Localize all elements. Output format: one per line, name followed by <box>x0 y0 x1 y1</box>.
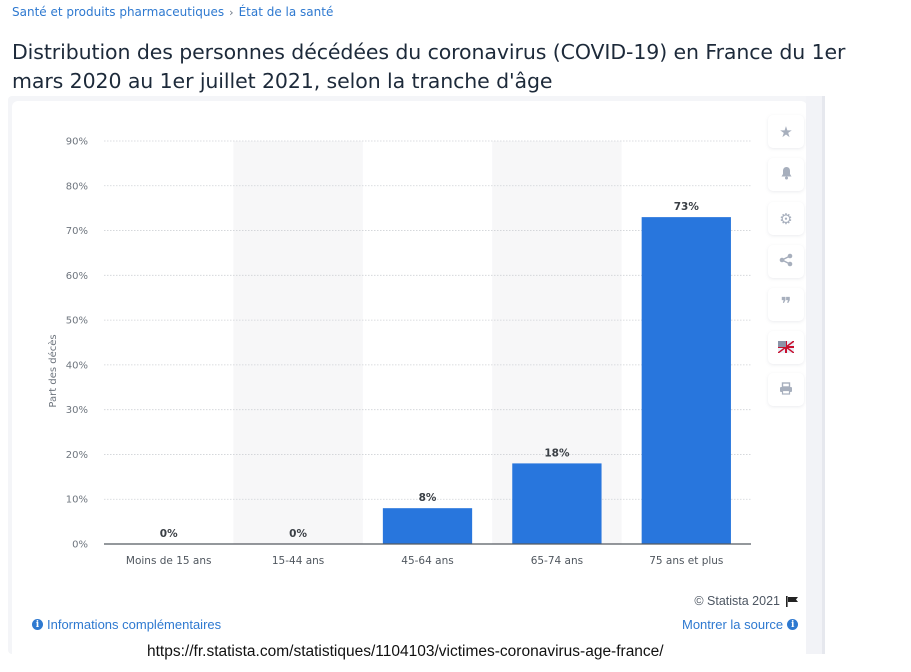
panel-edge <box>806 96 825 654</box>
share-button[interactable] <box>768 245 804 278</box>
copyright: © Statista 2021 <box>694 594 799 608</box>
breadcrumb-item-health-pharma[interactable]: Santé et produits pharmaceutiques <box>12 5 225 19</box>
show-source-link[interactable]: Montrer la source i <box>682 617 799 632</box>
data-label: 8% <box>419 492 437 504</box>
star-icon: ★ <box>779 122 793 141</box>
y-tick-label: 80% <box>66 181 88 192</box>
flag-icon[interactable] <box>786 595 799 607</box>
uk-flag-icon <box>777 339 795 357</box>
notification-button[interactable] <box>768 158 804 191</box>
bar-chart: 0% 10% 20% 30% 40% 50% 60% 70% 80% 90% Part des d… <box>47 137 751 567</box>
x-tick-label: 15-44 ans <box>272 555 324 567</box>
x-tick-label: 75 ans et plus <box>649 555 723 567</box>
language-button[interactable] <box>768 331 804 364</box>
quote-icon: ❞ <box>780 294 792 315</box>
more-info-label: Informations complémentaires <box>47 617 222 632</box>
copyright-text: © Statista 2021 <box>694 594 780 608</box>
breadcrumb-separator: › <box>229 5 234 19</box>
y-tick-label: 70% <box>66 226 88 237</box>
y-tick-label: 30% <box>66 405 88 416</box>
printer-icon <box>779 381 793 399</box>
cite-button[interactable]: ❞ <box>768 288 804 321</box>
data-label: 18% <box>544 447 570 459</box>
bar[interactable] <box>641 217 731 544</box>
breadcrumb-item-health-status[interactable]: État de la santé <box>238 5 334 19</box>
y-tick-label: 50% <box>66 316 88 327</box>
y-tick-label: 0% <box>72 540 88 551</box>
x-tick-label: Moins de 15 ans <box>126 555 212 567</box>
bell-icon <box>780 166 793 184</box>
bar[interactable] <box>512 463 602 544</box>
print-button[interactable] <box>768 373 804 406</box>
show-source-label: Montrer la source <box>682 617 784 632</box>
source-url-caption: https://fr.statista.com/statistiques/110… <box>147 643 664 661</box>
y-tick-label: 40% <box>66 360 88 371</box>
settings-button[interactable]: ⚙ <box>768 202 804 235</box>
bar[interactable] <box>382 508 473 544</box>
y-tick-label: 90% <box>66 137 88 148</box>
data-labels: 0% 0% 8% 18% 73% <box>160 201 700 540</box>
y-axis-ticks: 0% 10% 20% 30% 40% 50% 60% 70% 80% 90% <box>66 137 88 551</box>
x-tick-label: 45-64 ans <box>401 555 453 567</box>
info-icon: i <box>787 619 799 630</box>
share-icon <box>779 253 793 271</box>
y-tick-label: 20% <box>66 450 88 461</box>
category-band <box>233 141 363 544</box>
y-tick-label: 10% <box>66 495 88 506</box>
y-tick-label: 60% <box>66 271 88 282</box>
x-axis-ticks: Moins de 15 ans 15-44 ans 45-64 ans 65-74 a… <box>126 555 724 567</box>
more-info-link[interactable]: i Informations complémentaires <box>32 617 221 632</box>
gear-icon: ⚙ <box>779 209 793 228</box>
data-label: 0% <box>289 528 307 540</box>
x-tick-label: 65-74 ans <box>531 555 583 567</box>
data-label: 0% <box>160 528 178 540</box>
data-label: 73% <box>674 201 700 213</box>
y-axis-label: Part des décès <box>47 334 59 407</box>
info-icon: i <box>32 619 43 630</box>
page-title: Distribution des personnes décédées du c… <box>12 39 846 93</box>
breadcrumb: Santé et produits pharmaceutiques › État… <box>12 5 333 19</box>
bars <box>382 217 731 544</box>
favorite-button[interactable]: ★ <box>768 115 804 148</box>
